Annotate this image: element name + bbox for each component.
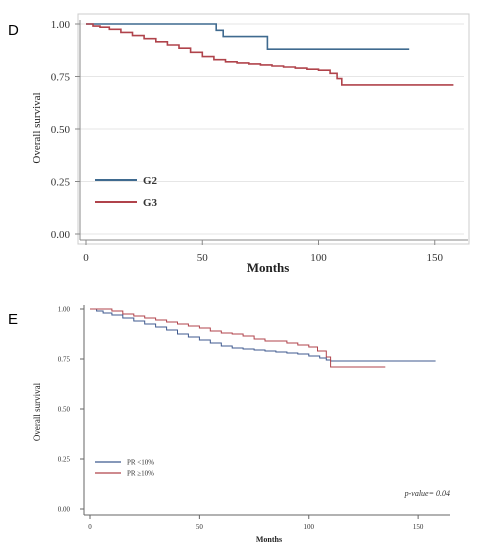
- panel-e-x-axis-title: Months: [256, 535, 282, 544]
- legend-label: G3: [143, 197, 158, 209]
- series-line-2: [86, 23, 454, 86]
- panel-e-y-axis-title: Overall survival: [32, 382, 42, 441]
- series-line-2: [90, 308, 386, 368]
- x-tick-label: 50: [196, 523, 204, 531]
- panel-d-letter: D: [8, 22, 19, 39]
- x-tick-label: 0: [88, 523, 92, 531]
- panel-e-letter: E: [8, 311, 18, 328]
- x-tick-label: 100: [310, 252, 327, 264]
- x-tick-label: 150: [427, 252, 444, 264]
- y-tick-label: 0.00: [58, 505, 71, 513]
- legend-label: G2: [143, 175, 158, 187]
- panel-d-x-axis-title: Months: [247, 260, 290, 275]
- panel-d-y-axis-title: Overall survival: [31, 92, 43, 163]
- y-tick-label: 0.50: [58, 405, 71, 413]
- panel-d-chart: D Months Overall survival 0.00 0.25 0.50 0.…: [8, 13, 470, 275]
- x-tick-label: 50: [197, 252, 209, 264]
- x-tick-label: 100: [304, 523, 315, 531]
- y-tick-label: 0.25: [51, 176, 71, 188]
- series-line-1: [90, 308, 436, 362]
- y-tick-label: 0.50: [51, 124, 71, 136]
- y-tick-label: 0.75: [58, 355, 71, 363]
- y-tick-label: 1.00: [51, 19, 71, 31]
- legend-label: PR <10%: [127, 458, 154, 466]
- panel-e-p-value-annotation: p-value= 0.04: [404, 489, 450, 498]
- y-tick-label: 0.75: [51, 71, 71, 83]
- x-tick-label: 150: [413, 523, 424, 531]
- x-tick-label: 0: [83, 252, 89, 264]
- y-tick-label: 0.00: [51, 229, 71, 241]
- series-line-1: [86, 23, 410, 50]
- y-tick-label: 1.00: [58, 305, 71, 313]
- y-tick-label: 0.25: [58, 455, 71, 463]
- panel-e-chart: E Months Overall survival p-value= 0.04 …: [8, 305, 450, 544]
- legend-label: PR ≥10%: [127, 469, 154, 477]
